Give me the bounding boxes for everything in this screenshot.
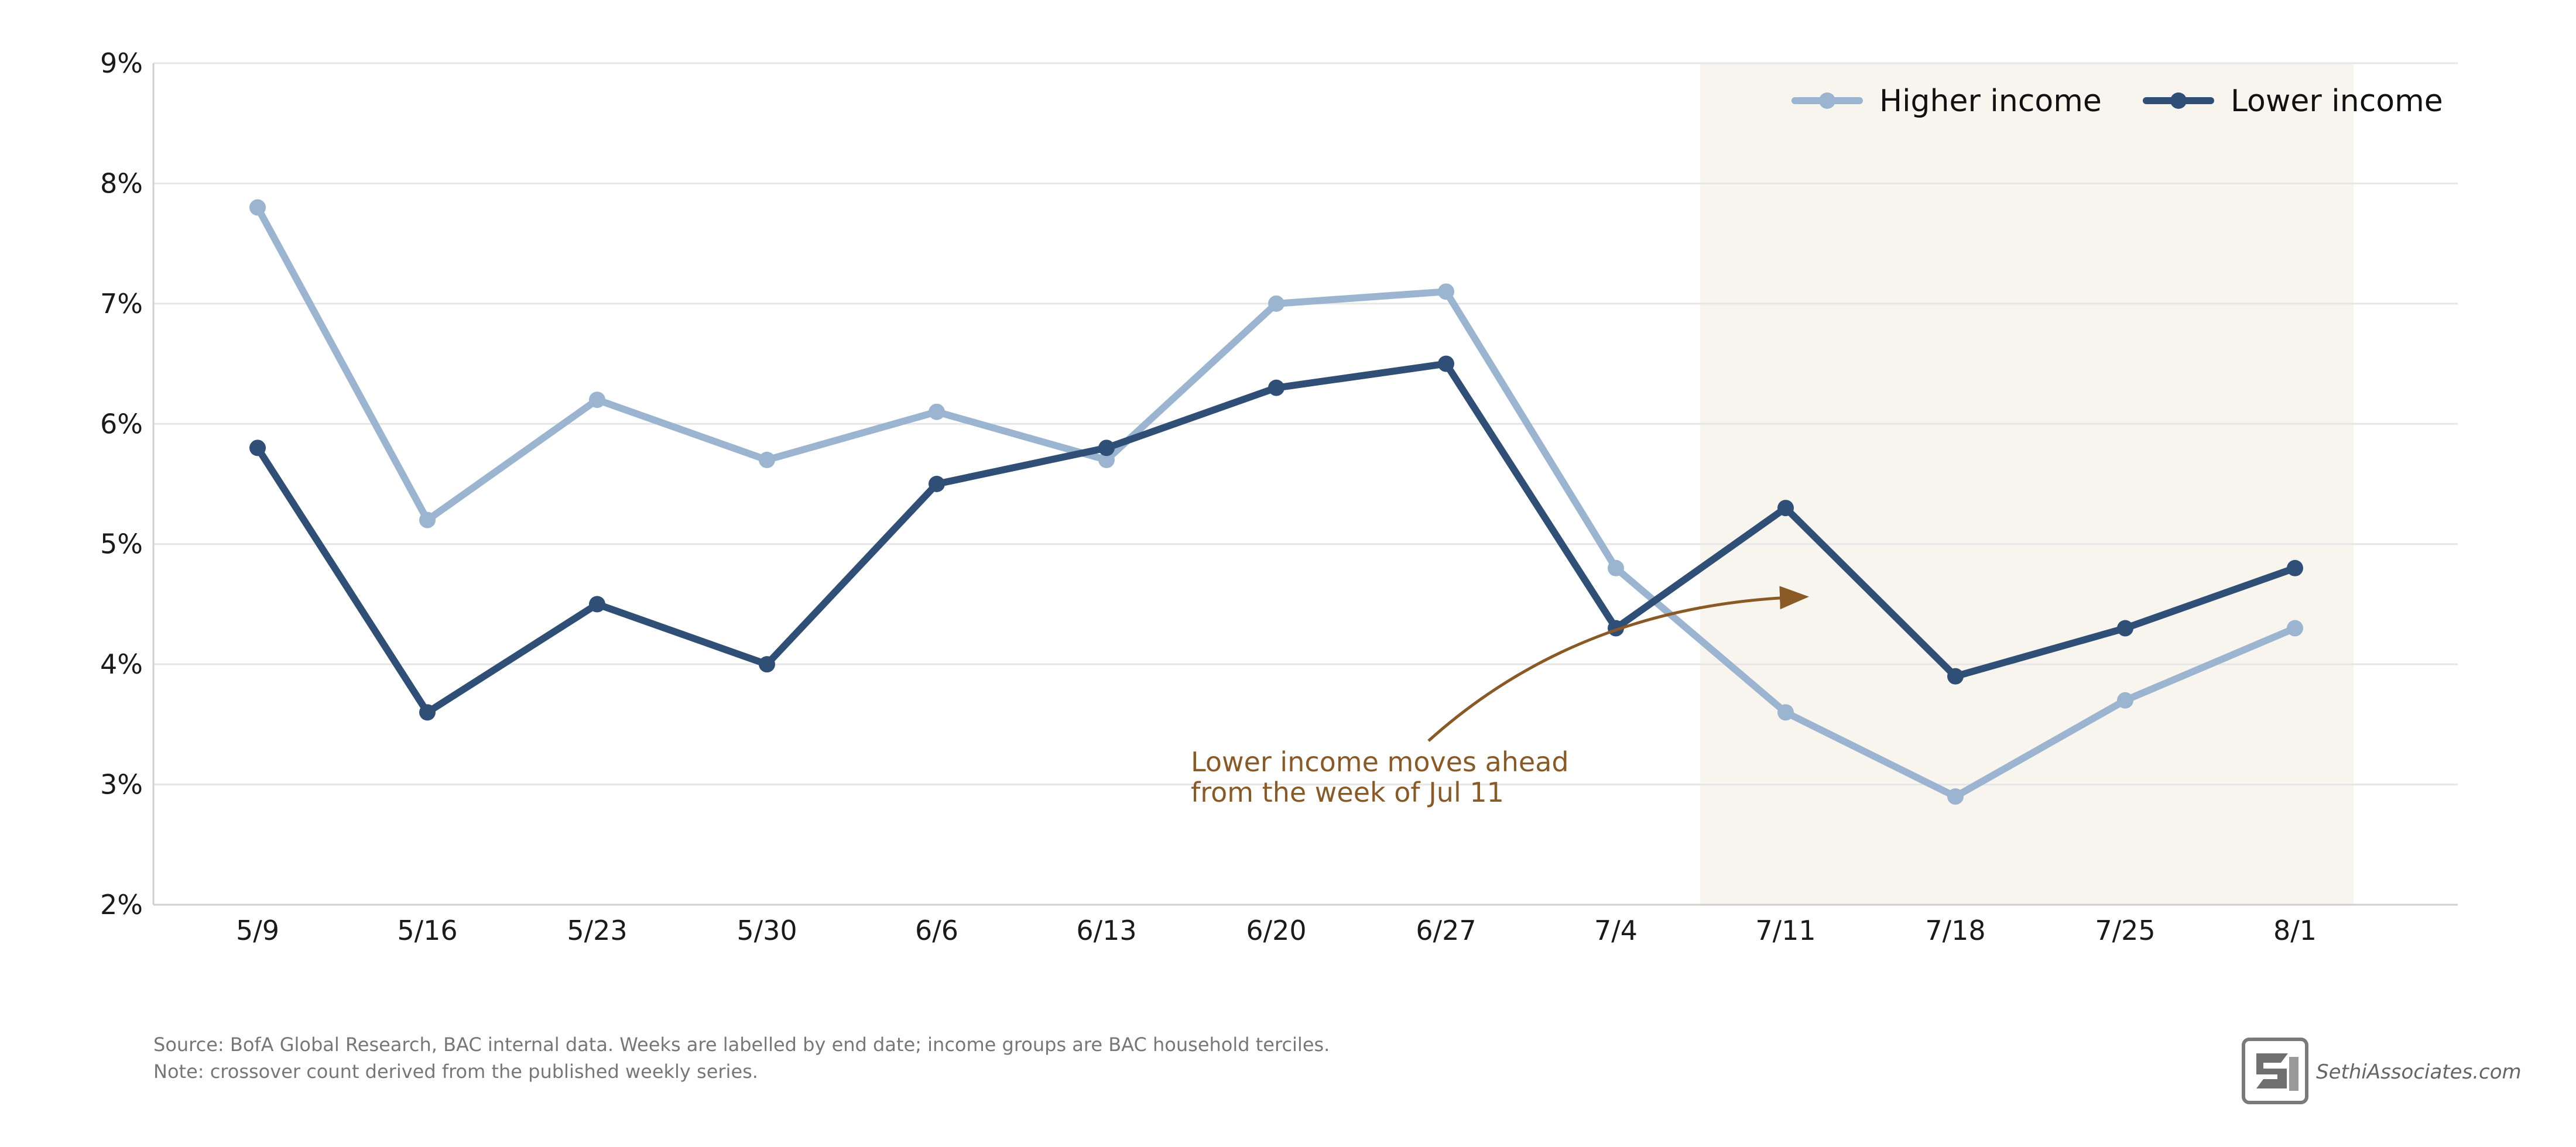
annotation-text: Lower income moves ahead from the week o… (1191, 746, 1577, 808)
series-lines (249, 199, 2303, 805)
brand-logo: SethiAssociates.com (2240, 1036, 2544, 1112)
data-point (589, 596, 605, 613)
data-point (1777, 704, 1794, 721)
x-tick-label: 5/23 (567, 915, 627, 946)
y-tick-label: 5% (100, 528, 143, 560)
y-tick-label: 7% (100, 288, 143, 320)
data-point (1268, 295, 1284, 312)
data-point (589, 392, 605, 408)
data-point (419, 511, 436, 528)
annotation-line-2: from the week of Jul 11 (1191, 777, 1504, 808)
highlight-region (1700, 63, 2354, 905)
data-point (1438, 355, 1454, 372)
y-tick-label: 4% (100, 648, 143, 680)
data-point (1098, 451, 1115, 468)
data-point (1777, 500, 1794, 517)
y-tick-label: 3% (100, 769, 143, 801)
data-point (759, 451, 775, 468)
data-point (1608, 559, 1624, 576)
data-point (1268, 379, 1284, 396)
x-tick-label: 7/25 (2095, 915, 2155, 946)
data-point (929, 403, 945, 420)
x-tick-label: 5/30 (737, 915, 797, 946)
data-point (1098, 439, 1115, 456)
legend-label: Lower income (2231, 84, 2443, 119)
legend: Higher income Lower income (1791, 84, 2443, 119)
x-tick-label: 7/18 (1925, 915, 1985, 946)
annotation-arrow (1427, 586, 1809, 742)
data-point (2117, 620, 2133, 637)
data-point (759, 656, 775, 673)
x-tick-label: 6/27 (1416, 915, 1476, 946)
x-tick-label: 8/1 (2273, 915, 2317, 946)
data-point (2287, 620, 2303, 637)
x-tick-label: 6/20 (1246, 915, 1306, 946)
data-point (419, 704, 436, 721)
data-point (249, 199, 266, 216)
data-point (249, 439, 266, 456)
series-lower-income (249, 355, 2303, 721)
legend-item: Higher income (1791, 84, 2102, 119)
legend-label: Higher income (1879, 84, 2102, 119)
data-point (929, 476, 945, 492)
y-tick-label: 9% (100, 47, 143, 79)
sethi-associates-logo-icon (2242, 1038, 2308, 1104)
x-axis-tick-labels: 5/9 5/16 5/23 5/30 6/6 6/13 6/20 6/27 7/4 7/11 7/1… (236, 915, 2317, 946)
data-point (2287, 559, 2303, 576)
x-tick-label: 6/6 (915, 915, 958, 946)
x-tick-label: 7/4 (1594, 915, 1638, 946)
y-tick-label: 8% (100, 167, 143, 199)
data-point (1947, 668, 1964, 685)
data-point (1947, 788, 1964, 805)
logo-text: SethiAssociates.com (2316, 1060, 2522, 1084)
annotation: Lower income moves ahead from the week o… (1191, 586, 1809, 808)
footnote-source: Source: BofA Global Research, BAC intern… (153, 1033, 1330, 1056)
axes (152, 63, 2458, 906)
data-point (1438, 283, 1454, 300)
y-axis-tick-labels: 2% 3% 4% 5% 6% 7% 8% 9% (100, 47, 143, 921)
x-tick-label: 5/16 (397, 915, 457, 946)
footnote-note: Note: crossover count derived from the p… (153, 1060, 758, 1083)
y-tick-label: 6% (100, 408, 143, 439)
x-tick-label: 6/13 (1076, 915, 1136, 946)
x-tick-label: 7/11 (1755, 915, 1815, 946)
annotation-line-1: Lower income moves ahead (1191, 746, 1569, 778)
legend-swatch-marker (2170, 92, 2187, 109)
data-point (2117, 692, 2133, 709)
legend-swatch-marker (1819, 92, 1835, 109)
legend-item: Lower income (2143, 84, 2443, 119)
y-tick-label: 2% (100, 889, 143, 921)
series-higher-income (249, 199, 2303, 805)
x-tick-label: 5/9 (236, 915, 279, 946)
